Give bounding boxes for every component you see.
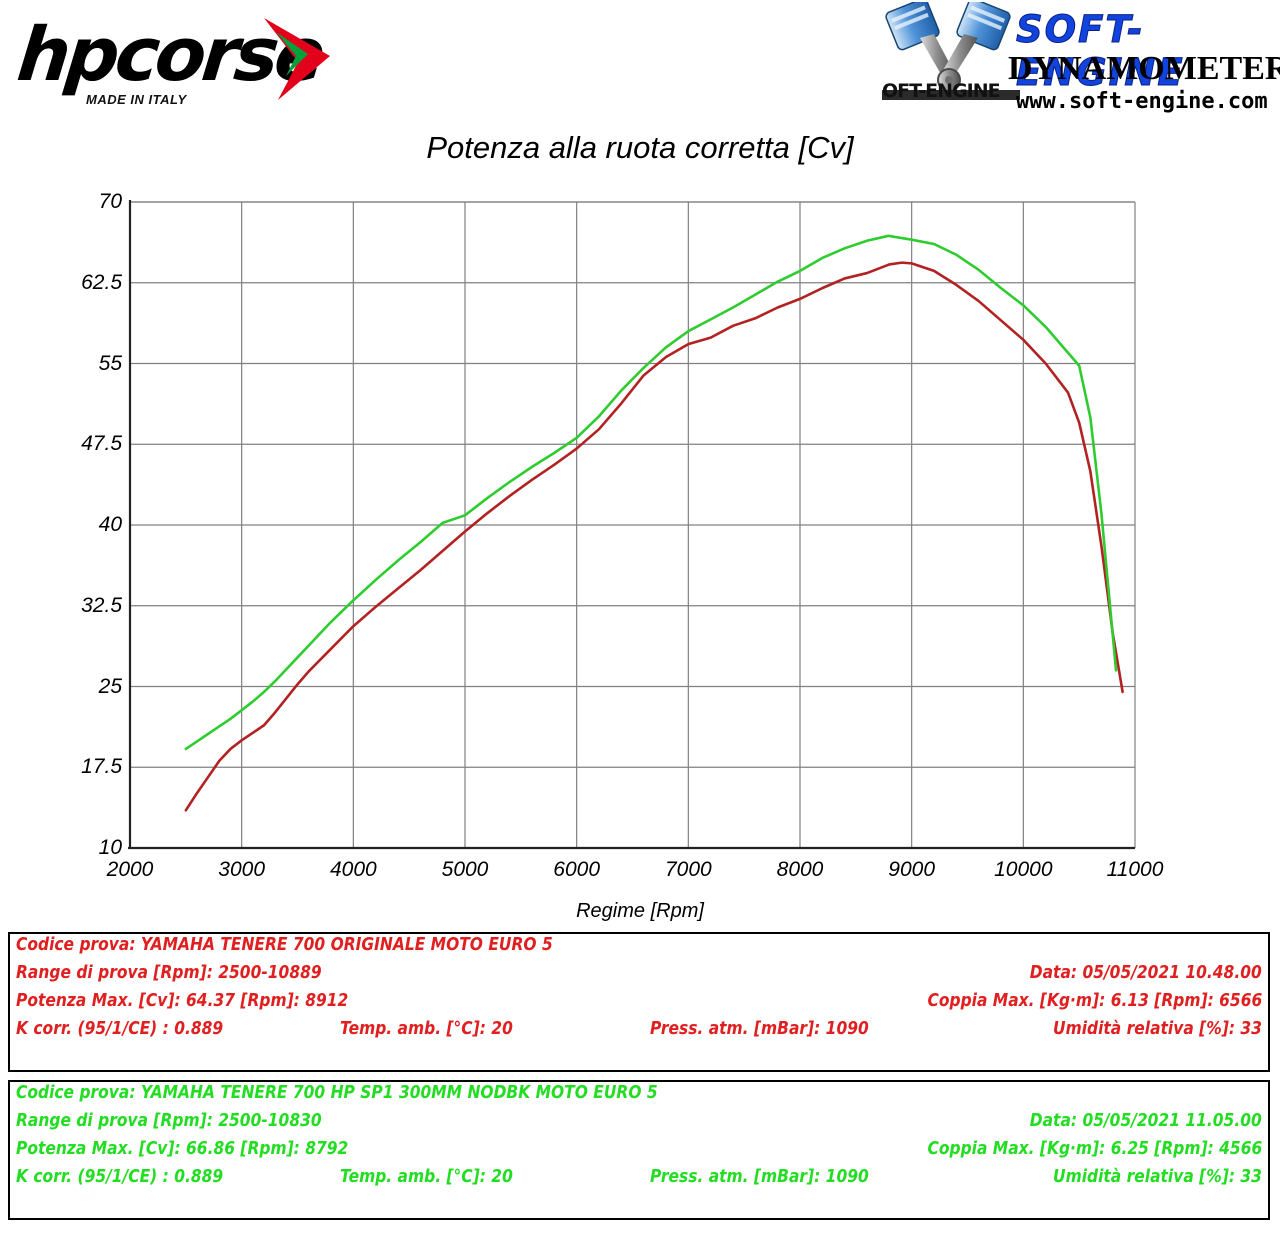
piston-engine-icon: [882, 2, 1020, 100]
x-tick-8000: 8000: [776, 858, 824, 881]
y-tick-17-5: 17.5: [81, 755, 122, 779]
x-tick-6000: 6000: [553, 858, 601, 881]
hpcorse-arrow-icon: [264, 18, 330, 100]
x-tick-3000: 3000: [218, 858, 266, 881]
x-tick-9000: 9000: [888, 858, 936, 881]
header-logos: hpcorse MADE IN ITALY: [0, 0, 1280, 122]
y-tick-32-5: 32.5: [81, 593, 122, 617]
table-row: Codice prova: YAMAHA TENERE 700 ORIGINAL…: [10, 934, 1268, 962]
power-curve-plot: [128, 200, 1136, 850]
kcorr-green: K corr. (95/1/CE) : 0.889: [16, 1166, 224, 1187]
soft-engine-wordmark: SOFT-ENGINE: [1016, 8, 1185, 95]
press-green: Press. atm. [mBar]: 1090: [650, 1166, 869, 1187]
data-red: Data: 05/05/2021 10.48.00: [1030, 962, 1262, 983]
x-tick-2000: 2000: [106, 858, 154, 881]
table-row: Range di prova [Rpm]: 2500-10889 Data: 0…: [10, 962, 1268, 990]
y-tick-62-5: 62.5: [81, 270, 122, 294]
kcorr-red: K corr. (95/1/CE) : 0.889: [16, 1018, 224, 1039]
test-summary-green: Codice prova: YAMAHA TENERE 700 HP SP1 3…: [8, 1080, 1270, 1220]
y-tick-47-5: 47.5: [81, 432, 122, 456]
table-row: Codice prova: YAMAHA TENERE 700 HP SP1 3…: [10, 1082, 1268, 1110]
temp-green: Temp. amb. [°C]: 20: [340, 1166, 513, 1187]
x-tick-11000: 11000: [1106, 858, 1164, 881]
codice-prova-red: Codice prova: YAMAHA TENERE 700 ORIGINAL…: [16, 934, 553, 955]
range-prova-red: Range di prova [Rpm]: 2500-10889: [16, 962, 322, 983]
test-summary-red: Codice prova: YAMAHA TENERE 700 ORIGINAL…: [8, 932, 1270, 1072]
x-tick-10000: 10000: [994, 858, 1053, 881]
hpcorse-logo: hpcorse MADE IN ITALY: [8, 10, 338, 115]
y-tick-55: 55: [98, 351, 122, 375]
temp-red: Temp. amb. [°C]: 20: [340, 1018, 513, 1039]
x-axis-title: Regime [Rpm]: [576, 900, 704, 922]
hpcorse-tagline: MADE IN ITALY: [86, 92, 187, 107]
data-green: Data: 05/05/2021 11.05.00: [1030, 1110, 1262, 1131]
y-tick-25: 25: [98, 674, 122, 698]
umidita-red: Umidità relativa [%]: 33: [1053, 1018, 1262, 1039]
potenza-max-red: Potenza Max. [Cv]: 64.37 [Rpm]: 8912: [16, 990, 349, 1011]
soft-engine-website: www.soft-engine.com: [1016, 89, 1268, 114]
table-row: Range di prova [Rpm]: 2500-10830 Data: 0…: [10, 1110, 1268, 1138]
dyno-chart: 10 17.5 25 32.5 40 47.5 55 62.5 70 2000 3000 4000 5…: [81, 190, 1164, 881]
table-row: Potenza Max. [Cv]: 66.86 [Rpm]: 8792 Cop…: [10, 1138, 1268, 1166]
soft-engine-badge: OFT-ENGINE: [882, 80, 1001, 102]
codice-prova-green: Codice prova: YAMAHA TENERE 700 HP SP1 3…: [16, 1082, 658, 1103]
y-tick-40: 40: [98, 513, 122, 536]
y-tick-10: 10: [98, 836, 122, 859]
table-row: K corr. (95/1/CE) : 0.889 Temp. amb. [°C…: [10, 1018, 1268, 1046]
press-red: Press. atm. [mBar]: 1090: [650, 1018, 869, 1039]
table-row: K corr. (95/1/CE) : 0.889 Temp. amb. [°C…: [10, 1166, 1268, 1194]
table-row: Potenza Max. [Cv]: 64.37 [Rpm]: 8912 Cop…: [10, 990, 1268, 1018]
soft-engine-subtitle: DYNAMOMETERS: [1008, 50, 1280, 87]
x-tick-7000: 7000: [664, 858, 712, 881]
y-tick-70: 70: [98, 190, 122, 213]
umidita-green: Umidità relativa [%]: 33: [1053, 1166, 1262, 1187]
potenza-max-green: Potenza Max. [Cv]: 66.86 [Rpm]: 8792: [16, 1138, 349, 1159]
soft-engine-logo: OFT-ENGINE SOFT-ENGINE DYNAMOMETERS www.…: [870, 2, 1280, 120]
chart-title: Potenza alla ruota corretta [Cv]: [426, 130, 854, 165]
x-tick-4000: 4000: [329, 858, 377, 881]
range-prova-green: Range di prova [Rpm]: 2500-10830: [16, 1110, 322, 1131]
coppia-max-red: Coppia Max. [Kg·m]: 6.13 [Rpm]: 6566: [927, 990, 1262, 1011]
x-tick-5000: 5000: [441, 858, 489, 881]
coppia-max-green: Coppia Max. [Kg·m]: 6.25 [Rpm]: 4566: [927, 1138, 1262, 1159]
